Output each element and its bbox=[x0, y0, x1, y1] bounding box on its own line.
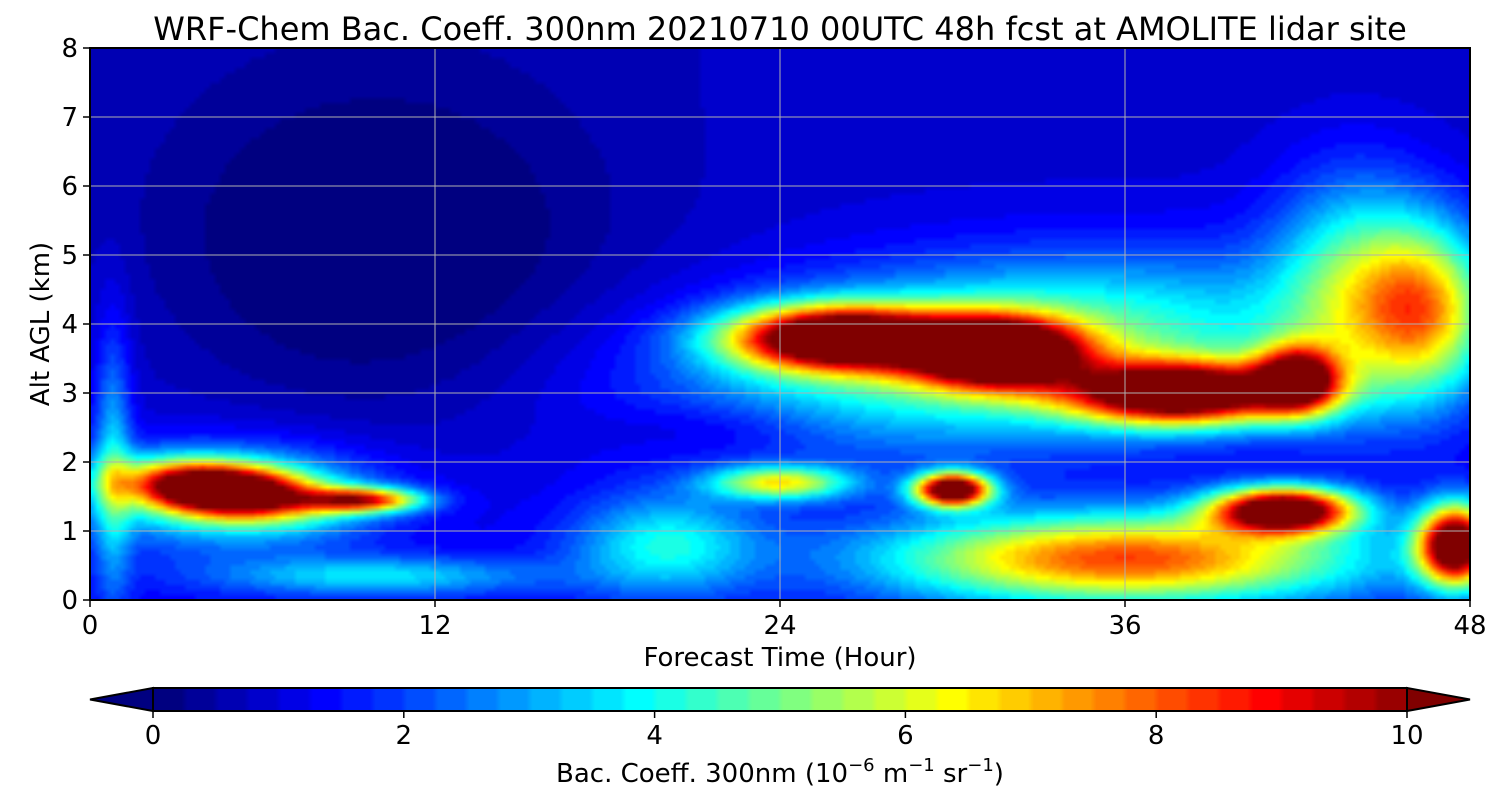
x-axis-label: Forecast Time (Hour) bbox=[643, 643, 916, 673]
x-tick-label: 0 bbox=[82, 611, 99, 641]
colorbar: 0 2 4 6 8 10 Bac. Coeff. 300nm (10−6 m−1 sr−1… bbox=[89, 686, 1471, 789]
colorbar-tick-label: 2 bbox=[396, 721, 413, 751]
colorbar-label: Bac. Coeff. 300nm (10−6 m−1 sr−1) bbox=[556, 755, 1004, 789]
colorbar-extend-low bbox=[89, 686, 154, 713]
chart-title: WRF-Chem Bac. Coeff. 300nm 20210710 00UT… bbox=[153, 10, 1407, 48]
y-axis-label: Alt AGL (km) bbox=[26, 242, 56, 406]
colorbar-label-exp3: −1 bbox=[967, 755, 994, 776]
y-tick-label: 6 bbox=[61, 172, 78, 202]
y-tick-label: 2 bbox=[61, 448, 78, 478]
x-tick-label: 36 bbox=[1108, 611, 1141, 641]
y-tick-label: 3 bbox=[61, 379, 78, 409]
colorbar-label-mid: m bbox=[875, 759, 909, 789]
colorbar-tick-label: 0 bbox=[145, 721, 162, 751]
y-tick-label: 1 bbox=[61, 517, 78, 547]
colorbar-tick-label: 10 bbox=[1390, 721, 1423, 751]
colorbar-label-exp1: −6 bbox=[848, 755, 875, 776]
colorbar-gradient bbox=[153, 688, 1407, 711]
y-axis: 0 1 2 3 4 5 6 7 8 bbox=[61, 34, 90, 616]
colorbar-ticks: 0 2 4 6 8 10 bbox=[145, 711, 1424, 751]
colorbar-label-main: Bac. Coeff. 300nm (10 bbox=[556, 759, 848, 789]
colorbar-tick-label: 4 bbox=[646, 721, 663, 751]
x-tick-label: 24 bbox=[763, 611, 796, 641]
colorbar-label-mid2: sr bbox=[935, 759, 968, 789]
colorbar-label-end: ) bbox=[994, 759, 1004, 789]
plot-area bbox=[89, 47, 1471, 601]
colorbar-extend-high bbox=[1406, 686, 1471, 713]
colorbar-tick-label: 8 bbox=[1148, 721, 1165, 751]
colorbar-tick-label: 6 bbox=[897, 721, 914, 751]
y-tick-label: 7 bbox=[61, 103, 78, 133]
colorbar-label-exp2: −1 bbox=[908, 755, 935, 776]
x-tick-label: 48 bbox=[1453, 611, 1486, 641]
y-tick-label: 4 bbox=[61, 310, 78, 340]
y-tick-label: 8 bbox=[61, 34, 78, 64]
y-tick-label: 0 bbox=[61, 586, 78, 616]
colorbar-frame bbox=[152, 687, 1408, 712]
x-tick-label: 12 bbox=[418, 611, 451, 641]
x-axis: 0 12 24 36 48 bbox=[82, 600, 1487, 641]
y-tick-label: 5 bbox=[61, 241, 78, 271]
